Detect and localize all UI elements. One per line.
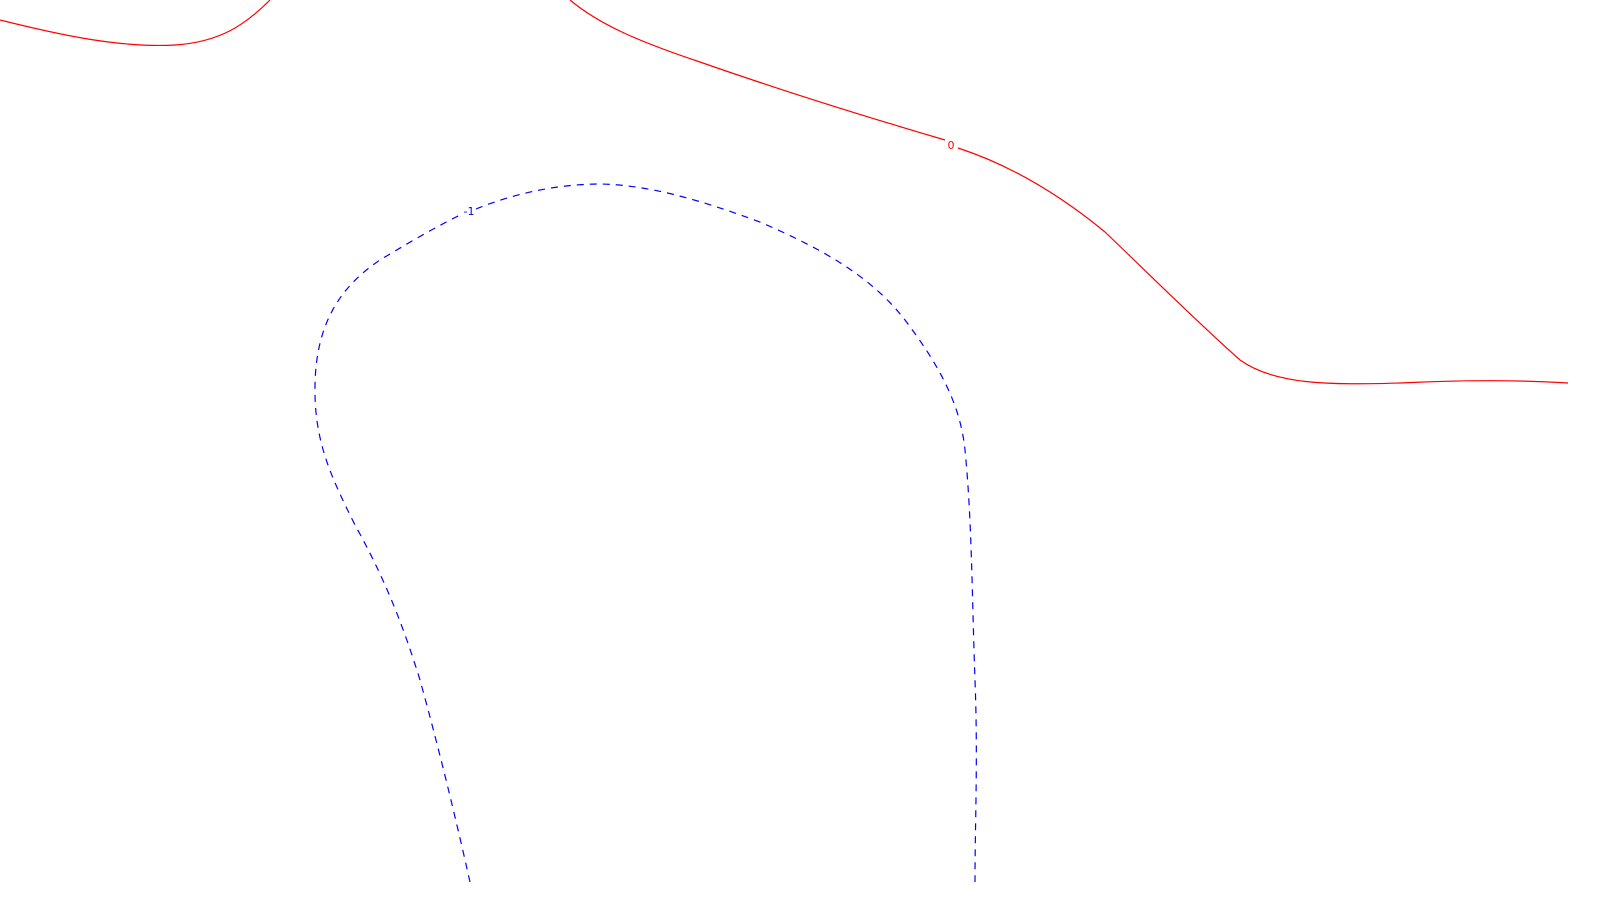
contour-line-level-0-main xyxy=(569,0,1569,385)
contour-line-level-minus-1 xyxy=(314,183,977,883)
contour-line-level-0-left xyxy=(0,0,271,47)
contour-label-level-0: 0 xyxy=(948,139,955,152)
contour-label-level-minus-1: -1 xyxy=(464,205,475,218)
